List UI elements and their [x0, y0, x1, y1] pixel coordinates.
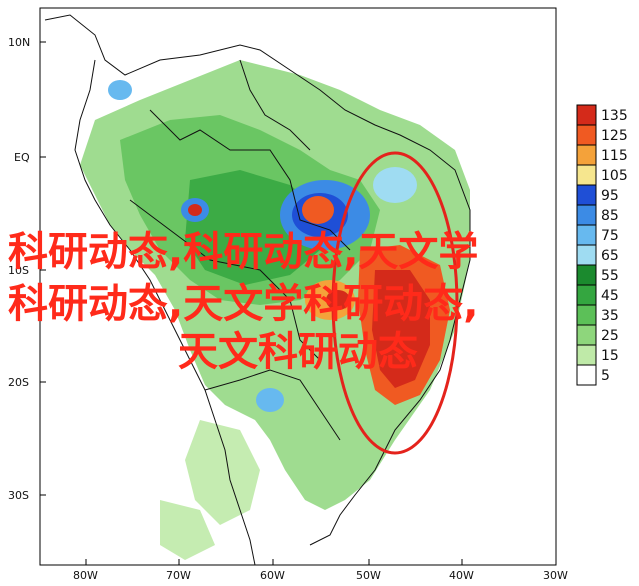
colorbar-swatch [576, 344, 597, 366]
lon-label-60w: 60W [260, 569, 285, 582]
overlay-line-3: 天文科研动态 [178, 329, 418, 375]
lat-label-10n: 10N [8, 36, 30, 49]
colorbar-label: 35 [601, 308, 619, 324]
colorbar-swatch [576, 264, 597, 286]
colorbar-swatch [576, 144, 597, 166]
colorbar-swatch [576, 324, 597, 346]
colorbar-swatch [576, 284, 597, 306]
colorbar-label: 45 [601, 288, 619, 304]
colorbar: 135 125 115 105 95 85 75 65 55 45 35 25 15 5 [576, 104, 628, 386]
colorbar-swatch [576, 124, 597, 146]
lon-label-70w: 70W [166, 569, 191, 582]
lon-label-30w: 30W [543, 569, 568, 582]
colorbar-swatch [576, 304, 597, 326]
colorbar-label: 75 [601, 228, 619, 244]
lat-label-eq: EQ [14, 151, 30, 164]
highlight-ellipse [331, 151, 459, 455]
longitude-axis: 80W 70W 60W 50W 40W 30W [73, 559, 568, 582]
colorbar-label: 105 [601, 168, 628, 184]
colorbar-swatch [576, 224, 597, 246]
colorbar-label: 5 [601, 368, 610, 384]
overlay-line-1: 科研动态,科研动态,天文学 [8, 229, 478, 275]
colorbar-label: 15 [601, 348, 619, 364]
colorbar-swatch [576, 164, 597, 186]
colorbar-label: 95 [601, 188, 619, 204]
overlay-watermark: 科研动态,科研动态,天文学 科研动态,天文学科研动态, 天文科研动态 [8, 229, 478, 375]
colorbar-label: 65 [601, 248, 619, 264]
colorbar-label: 125 [601, 128, 628, 144]
colorbar-label: 115 [601, 148, 628, 164]
colorbar-label: 25 [601, 328, 619, 344]
colorbar-label: 55 [601, 268, 619, 284]
lat-label-10s: 10S [8, 264, 29, 277]
colorbar-swatch [576, 184, 597, 206]
colorbar-swatch [576, 244, 597, 266]
lon-label-40w: 40W [449, 569, 474, 582]
colorbar-swatch [576, 364, 597, 386]
lat-label-30s: 30S [8, 489, 29, 502]
lon-label-50w: 50W [356, 569, 381, 582]
lon-label-80w: 80W [73, 569, 98, 582]
latitude-axis: 10N EQ 10S 20S 30S [8, 36, 46, 502]
colorbar-swatch [576, 104, 597, 126]
colorbar-swatch [576, 204, 597, 226]
colorbar-label: 85 [601, 208, 619, 224]
colorbar-label: 135 [601, 108, 628, 124]
overlay-line-2: 科研动态,天文学科研动态, [8, 281, 478, 327]
lat-label-20s: 20S [8, 376, 29, 389]
